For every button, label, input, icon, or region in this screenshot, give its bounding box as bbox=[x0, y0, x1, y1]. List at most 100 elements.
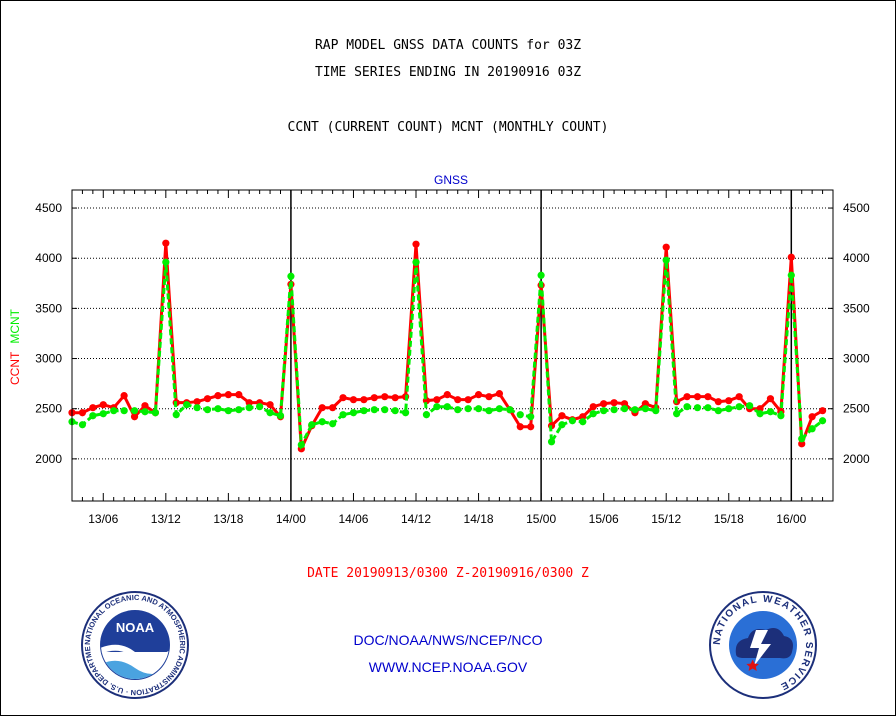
mcnt-point bbox=[798, 435, 806, 443]
ccnt-point bbox=[130, 413, 139, 421]
mcnt-point bbox=[183, 401, 191, 409]
ccnt-point bbox=[412, 240, 420, 248]
plot-area-border bbox=[71, 189, 834, 502]
ccnt-point bbox=[474, 391, 483, 399]
mcnt-point bbox=[547, 438, 556, 446]
ccnt-point bbox=[527, 423, 535, 431]
mcnt-point bbox=[193, 404, 201, 412]
ccnt-point bbox=[714, 398, 722, 406]
mcnt-point bbox=[527, 413, 535, 421]
ccnt-point bbox=[245, 399, 253, 407]
mcnt-point bbox=[693, 404, 702, 412]
y-tick-label-left: 4500 bbox=[35, 201, 62, 215]
mcnt-point bbox=[110, 407, 118, 415]
ccnt-point bbox=[381, 393, 389, 401]
mcnt-point bbox=[297, 441, 305, 449]
mcnt-point bbox=[130, 407, 139, 415]
ccnt-point bbox=[818, 407, 827, 415]
ccnt-point bbox=[329, 404, 337, 412]
mcnt-point bbox=[787, 271, 795, 279]
mcnt-point bbox=[89, 412, 97, 420]
grid-lines bbox=[72, 190, 833, 501]
mcnt-point bbox=[725, 405, 733, 413]
mcnt-point bbox=[120, 407, 128, 415]
mcnt-point bbox=[391, 407, 399, 415]
mcnt-point bbox=[704, 404, 712, 412]
mcnt-point bbox=[631, 406, 639, 414]
ccnt-point bbox=[224, 391, 232, 399]
y-tick-label-right: 4500 bbox=[843, 201, 870, 215]
ccnt-point bbox=[725, 397, 733, 405]
website-link[interactable]: WWW.NCEP.NOAA.GOV bbox=[368, 659, 528, 675]
mcnt-point bbox=[746, 402, 754, 410]
x-tick-label: 14/06 bbox=[338, 512, 368, 526]
ccnt-point bbox=[641, 400, 649, 408]
mcnt-point bbox=[172, 411, 180, 419]
ccnt-point bbox=[620, 400, 629, 408]
noaa-logo: NATIONAL OCEANIC AND ATMOSPHERIC ADMINIS… bbox=[80, 590, 189, 699]
x-tick-label: 14/18 bbox=[464, 512, 494, 526]
mcnt-point bbox=[662, 256, 670, 264]
series-layer bbox=[68, 239, 827, 453]
mcnt-point bbox=[495, 405, 504, 413]
x-tick-label: 14/00 bbox=[276, 512, 306, 526]
x-tick-label: 13/06 bbox=[88, 512, 118, 526]
y-tick-label-right: 3000 bbox=[843, 352, 870, 366]
mcnt-point bbox=[610, 406, 618, 414]
mcnt-point bbox=[516, 411, 524, 419]
mcnt-point bbox=[381, 406, 389, 414]
mcnt-point bbox=[276, 412, 285, 420]
y-tick-label-left: 2500 bbox=[35, 402, 62, 416]
mcnt-point bbox=[777, 412, 785, 420]
mcnt-point bbox=[370, 406, 378, 414]
mcnt-point bbox=[568, 417, 576, 425]
mcnt-point bbox=[443, 403, 451, 411]
x-tick-label: 13/18 bbox=[213, 512, 243, 526]
mcnt-point bbox=[756, 410, 764, 418]
mcnt-point bbox=[673, 410, 681, 418]
mcnt-point bbox=[641, 405, 649, 413]
mcnt-point bbox=[401, 409, 410, 417]
mcnt-point bbox=[433, 403, 441, 411]
mcnt-point bbox=[589, 410, 597, 418]
ccnt-point bbox=[266, 401, 274, 409]
y-tick-label-right: 2500 bbox=[843, 402, 870, 416]
y-tick-label-right: 3500 bbox=[843, 301, 870, 315]
mcnt-point bbox=[151, 409, 159, 417]
x-tick-label: 15/12 bbox=[651, 512, 681, 526]
y-tick-label-right: 2000 bbox=[843, 452, 870, 466]
mcnt-point bbox=[78, 421, 87, 429]
ccnt-point bbox=[495, 390, 504, 398]
mcnt-line bbox=[71, 260, 824, 451]
ccnt-point bbox=[360, 396, 368, 404]
mcnt-point bbox=[287, 272, 295, 280]
mcnt-point bbox=[224, 407, 232, 415]
org-label: DOC/NOAA/NWS/NCEP/NCO bbox=[353, 632, 543, 648]
mcnt-point bbox=[329, 420, 337, 428]
mcnt-point bbox=[579, 418, 587, 426]
mcnt-point bbox=[464, 405, 472, 413]
ccnt-point bbox=[579, 413, 587, 421]
ccnt-point bbox=[339, 394, 347, 402]
y-tick-label-left: 4000 bbox=[35, 251, 62, 265]
mcnt-point bbox=[808, 425, 816, 433]
mcnt-point bbox=[245, 404, 253, 412]
mcnt-point bbox=[818, 417, 827, 425]
mcnt-point bbox=[620, 405, 629, 413]
mcnt-point bbox=[474, 405, 483, 413]
ccnt-point bbox=[798, 440, 806, 448]
mcnt-point bbox=[558, 421, 566, 429]
mcnt-point bbox=[714, 407, 722, 415]
ccnt-point bbox=[683, 393, 691, 401]
ccnt-point bbox=[214, 392, 222, 400]
mcnt-point bbox=[506, 406, 514, 414]
ccnt-point bbox=[318, 404, 326, 412]
chart-subtitle: CCNT (CURRENT COUNT) MCNT (MONTHLY COUNT… bbox=[287, 120, 609, 135]
ccnt-point bbox=[141, 402, 149, 410]
ccnt-point bbox=[808, 413, 816, 421]
ccnt-point bbox=[558, 412, 566, 420]
mcnt-point bbox=[203, 406, 212, 414]
mcnt-point bbox=[360, 407, 368, 415]
x-tick-label: 15/00 bbox=[526, 512, 556, 526]
